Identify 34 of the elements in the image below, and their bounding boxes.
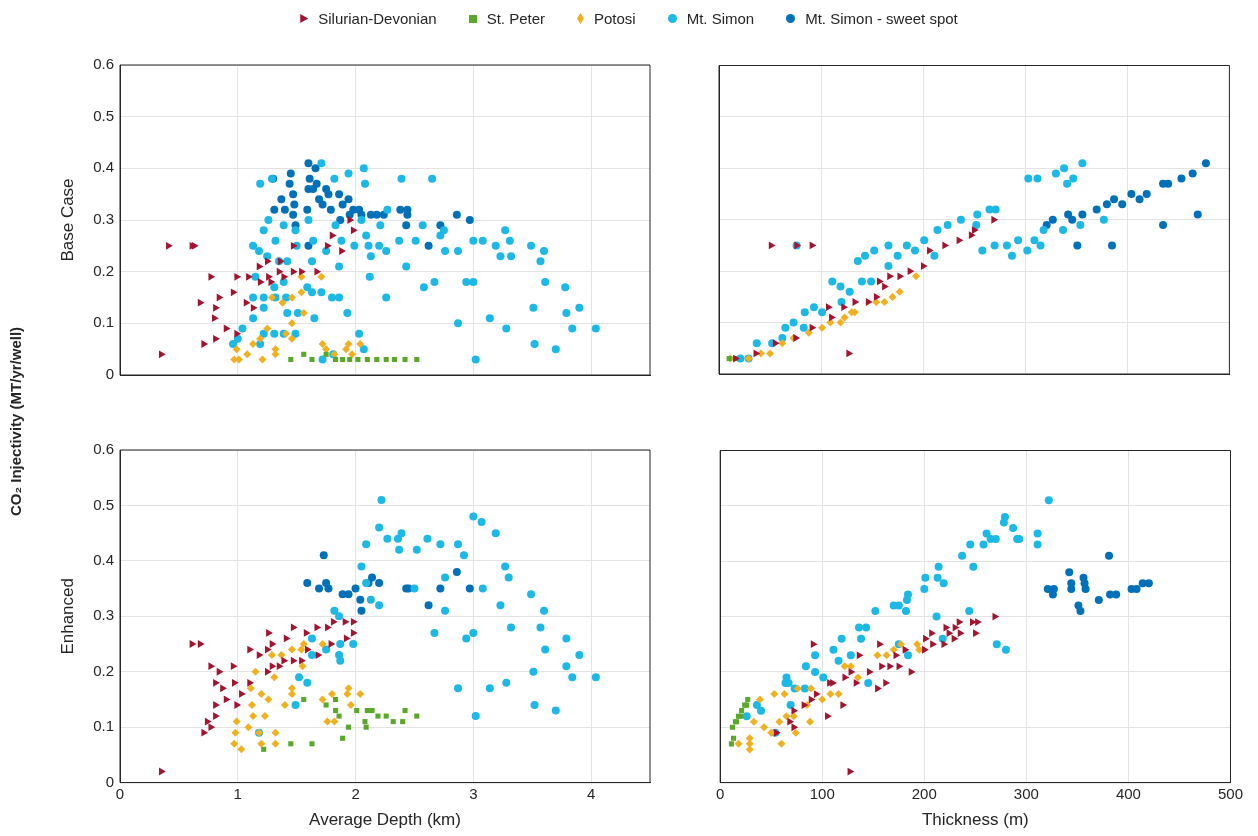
x-tick-label: 300 xyxy=(1013,784,1039,802)
x-tick-label: 100 xyxy=(809,784,835,802)
y-tick-label: 0.5 xyxy=(93,495,114,513)
legend-label: Mt. Simon - sweet spot xyxy=(805,10,958,27)
x-tick-label: 2 xyxy=(351,784,360,802)
y-tick-label: 0.4 xyxy=(93,551,114,569)
x-tick-label: 200 xyxy=(911,784,937,802)
y-axis-title: Enhanced xyxy=(57,578,77,655)
y-tick-label: 0.5 xyxy=(93,106,114,124)
legend-label: Potosi xyxy=(593,10,636,27)
y-tick-label: 0.3 xyxy=(93,210,114,228)
x-tick-label: 400 xyxy=(1115,784,1141,802)
y-tick-label: 0.6 xyxy=(93,55,114,73)
x-tick-label: 500 xyxy=(1217,784,1243,802)
y-tick-label: 0.4 xyxy=(93,158,114,176)
y-tick-label: 0 xyxy=(105,772,114,790)
y-tick-label: 0.3 xyxy=(93,606,114,624)
y-tick-label: 0.6 xyxy=(93,440,114,458)
legend-label: St. Peter xyxy=(486,10,545,27)
y-tick-label: 0 xyxy=(105,365,114,383)
x-axis-title: Thickness (m) xyxy=(921,810,1029,830)
x-tick-label: 3 xyxy=(469,784,478,802)
y-tick-label: 0.1 xyxy=(93,313,114,331)
x-tick-label: 0 xyxy=(716,784,725,802)
y-tick-label: 0.1 xyxy=(93,717,114,735)
x-tick-label: 4 xyxy=(586,784,596,802)
x-tick-label: 1 xyxy=(233,784,242,802)
legend-label: Silurian-Devonian xyxy=(318,10,437,27)
y-axis-title: Base Case xyxy=(57,178,77,262)
text: CO₂ Injectivity (MT/yr/well) xyxy=(6,325,24,519)
y-tick-label: 0.2 xyxy=(93,261,114,279)
x-axis-title: Average Depth (km) xyxy=(309,810,461,830)
legend-label: Mt. Simon xyxy=(686,10,755,27)
y-tick-label: 0.2 xyxy=(93,661,114,679)
